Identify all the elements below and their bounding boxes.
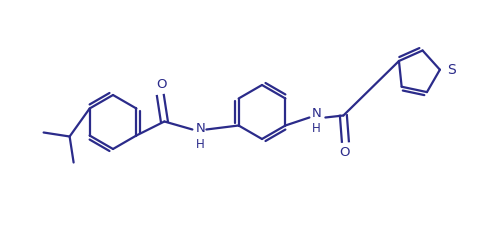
Text: H: H (195, 138, 204, 150)
Text: O: O (156, 77, 166, 91)
Text: N: N (311, 107, 320, 120)
Text: N: N (195, 122, 205, 135)
Text: S: S (446, 63, 454, 77)
Text: H: H (311, 123, 319, 135)
Text: O: O (338, 146, 349, 160)
